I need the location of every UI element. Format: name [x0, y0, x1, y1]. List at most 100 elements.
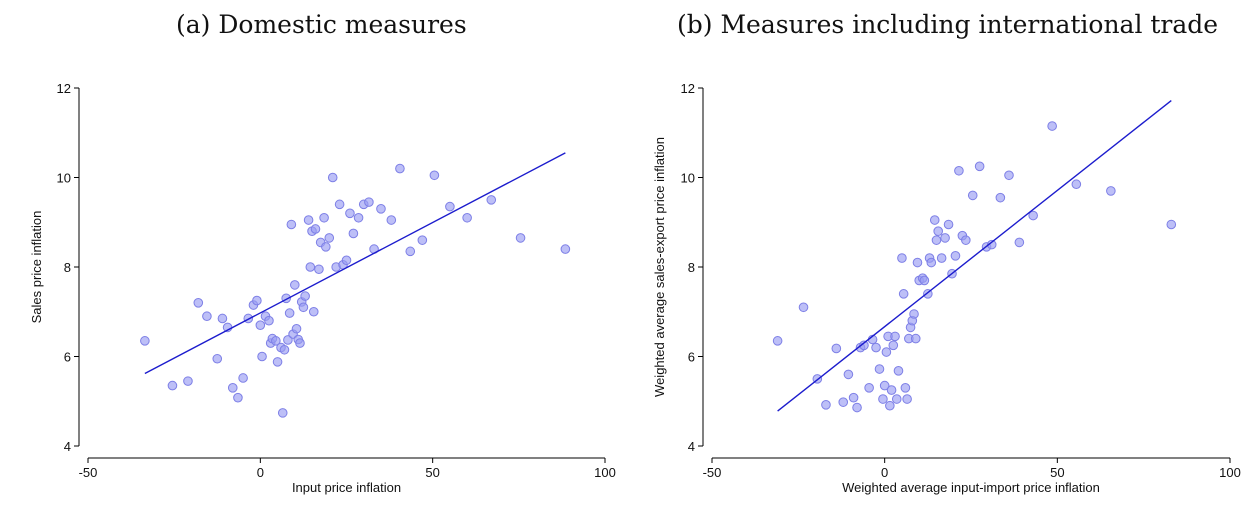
data-point — [967, 190, 978, 201]
data-point — [386, 215, 397, 225]
data-point — [864, 383, 874, 393]
data-point — [897, 253, 907, 263]
data-point — [395, 163, 405, 174]
y-tick-label: 10 — [681, 171, 695, 186]
data-point — [140, 336, 150, 346]
x-tick-label: -50 — [79, 465, 98, 480]
data-point — [859, 340, 869, 351]
data-point — [831, 343, 842, 354]
data-point — [891, 394, 902, 404]
data-point — [986, 239, 997, 250]
fit-line — [144, 152, 566, 375]
data-point — [233, 392, 243, 403]
data-point — [271, 336, 281, 346]
data-point — [886, 385, 897, 395]
y-tick-label: 4 — [688, 439, 695, 454]
y-tick-label: 4 — [64, 439, 71, 454]
data-point — [376, 204, 386, 214]
data-point — [879, 380, 890, 391]
data-point — [319, 212, 329, 223]
data-point — [910, 333, 921, 344]
y-tick-label: 6 — [64, 350, 71, 365]
data-point — [255, 320, 266, 330]
x-axis-title: Weighted average input-import price infl… — [842, 480, 1100, 495]
data-point — [560, 244, 571, 254]
y-tick-label: 8 — [688, 260, 695, 275]
data-point — [291, 323, 302, 334]
data-point — [279, 344, 290, 355]
data-point — [1004, 170, 1014, 181]
y-tick-label: 12 — [57, 81, 71, 96]
data-point — [974, 161, 985, 172]
y-tick-label: 12 — [681, 81, 695, 96]
data-point — [919, 275, 930, 286]
data-point — [1047, 121, 1057, 131]
data-point — [848, 392, 859, 403]
data-point — [888, 340, 899, 351]
data-point — [852, 402, 862, 413]
data-point — [417, 235, 428, 245]
data-point — [912, 257, 923, 268]
data-point — [515, 233, 526, 243]
data-point — [305, 262, 316, 272]
x-tick-label: 100 — [594, 465, 616, 480]
data-point — [1071, 179, 1082, 190]
data-point — [295, 338, 305, 348]
data-point — [462, 212, 472, 223]
data-point — [950, 251, 961, 261]
x-tick-label: 0 — [881, 465, 888, 480]
data-point — [183, 376, 193, 386]
data-point — [334, 199, 345, 210]
y-tick-label: 10 — [57, 171, 71, 186]
data-point — [300, 291, 310, 301]
data-point — [900, 383, 911, 393]
y-tick-label: 6 — [688, 350, 695, 365]
x-tick-label: 100 — [1219, 465, 1241, 480]
data-point — [954, 165, 964, 176]
data-point — [286, 219, 297, 230]
data-point — [486, 195, 497, 205]
data-point — [290, 280, 300, 290]
data-point — [902, 394, 912, 404]
data-point — [284, 308, 295, 318]
data-point — [893, 366, 904, 376]
data-point — [202, 311, 212, 322]
data-point — [314, 264, 324, 275]
data-point — [1166, 219, 1177, 230]
data-point — [885, 400, 895, 411]
data-point — [838, 397, 849, 407]
data-point — [926, 257, 937, 268]
y-axis-title: Weighted average sales-export price infl… — [652, 137, 667, 397]
data-point — [943, 219, 954, 230]
data-point — [227, 383, 238, 393]
data-point — [348, 228, 359, 239]
data-point — [272, 357, 283, 367]
chart-a: 4 6 8 10 12 -50 0 50 100 Input price inflation Sal… — [29, 81, 616, 495]
data-point — [327, 172, 338, 183]
data-point — [167, 380, 178, 391]
chart-a-title: (a) Domestic measures — [176, 10, 467, 39]
data-point — [821, 400, 831, 410]
data-point — [898, 289, 909, 299]
data-point — [995, 192, 1006, 203]
data-point — [931, 235, 942, 245]
data-point — [890, 331, 900, 342]
data-point — [772, 336, 783, 346]
y-tick-label: 8 — [64, 260, 71, 275]
data-point — [843, 369, 854, 380]
chart-b: 4 6 8 10 12 -50 0 50 100 Weighted average input-i… — [652, 81, 1241, 495]
x-axis-title: Input price inflation — [292, 480, 401, 495]
data-point — [1014, 237, 1025, 248]
data-point — [353, 212, 364, 223]
fit-line — [777, 99, 1172, 412]
x-tick-label: 50 — [425, 465, 439, 480]
x-tick-label: -50 — [703, 465, 722, 480]
data-point — [874, 364, 885, 374]
data-point — [257, 351, 267, 362]
data-point — [1028, 210, 1038, 221]
data-point — [212, 353, 223, 364]
data-point — [310, 224, 321, 234]
data-point — [871, 342, 881, 353]
data-point — [324, 233, 335, 243]
data-point — [303, 215, 314, 225]
